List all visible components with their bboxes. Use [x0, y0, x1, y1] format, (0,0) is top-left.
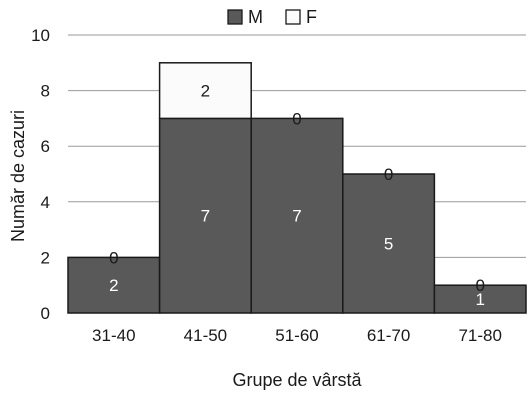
data-label-m-71-80: 1: [475, 290, 484, 309]
y-tick-label-1: 2: [41, 248, 50, 267]
data-label-f-51-60: 0: [292, 109, 301, 128]
bar-f-41-50: [158, 62, 252, 120]
x-tick-label-2: 51-60: [275, 326, 318, 345]
bar-m-71-80: [433, 284, 527, 314]
x-tick-label-4: 71-80: [458, 326, 501, 345]
bar-m-41-50: [158, 117, 252, 314]
data-label-m-61-70: 5: [384, 235, 393, 254]
data-label-f-71-80: 0: [475, 276, 484, 295]
bars: [67, 62, 527, 314]
legend-label-f: F: [306, 7, 317, 27]
x-tick-label-0: 31-40: [92, 326, 135, 345]
data-label-f-31-40: 0: [109, 248, 118, 267]
bar-m-61-70: [342, 173, 436, 314]
y-tick-label-5: 10: [31, 26, 50, 45]
bar-m-51-60: [250, 117, 344, 314]
legend-label-m: M: [248, 7, 263, 27]
x-axis-title: Grupe de vârstă: [232, 370, 362, 390]
y-tick-label-2: 4: [41, 193, 50, 212]
bar-m-31-40: [67, 256, 161, 314]
data-label-f-61-70: 0: [384, 165, 393, 184]
y-tick-label-0: 0: [41, 304, 50, 323]
y-axis-title: Număr de cazuri: [8, 110, 28, 242]
y-tick-label-4: 8: [41, 82, 50, 101]
legend-swatch-f: [285, 9, 301, 25]
data-label-m-51-60: 7: [292, 207, 301, 226]
y-tick-label-3: 6: [41, 137, 50, 156]
data-label-m-31-40: 2: [109, 276, 118, 295]
legend-swatch-m: [227, 9, 243, 25]
x-tick-label-1: 41-50: [184, 326, 227, 345]
x-tick-label-3: 61-70: [367, 326, 410, 345]
data-label-f-41-50: 2: [201, 82, 210, 101]
data-label-m-41-50: 7: [201, 207, 210, 226]
y-axis-ticks: 0 2 4 6 8 10: [31, 26, 50, 323]
x-axis-ticks: 31-40 41-50 51-60 61-70 71-80: [92, 326, 502, 345]
